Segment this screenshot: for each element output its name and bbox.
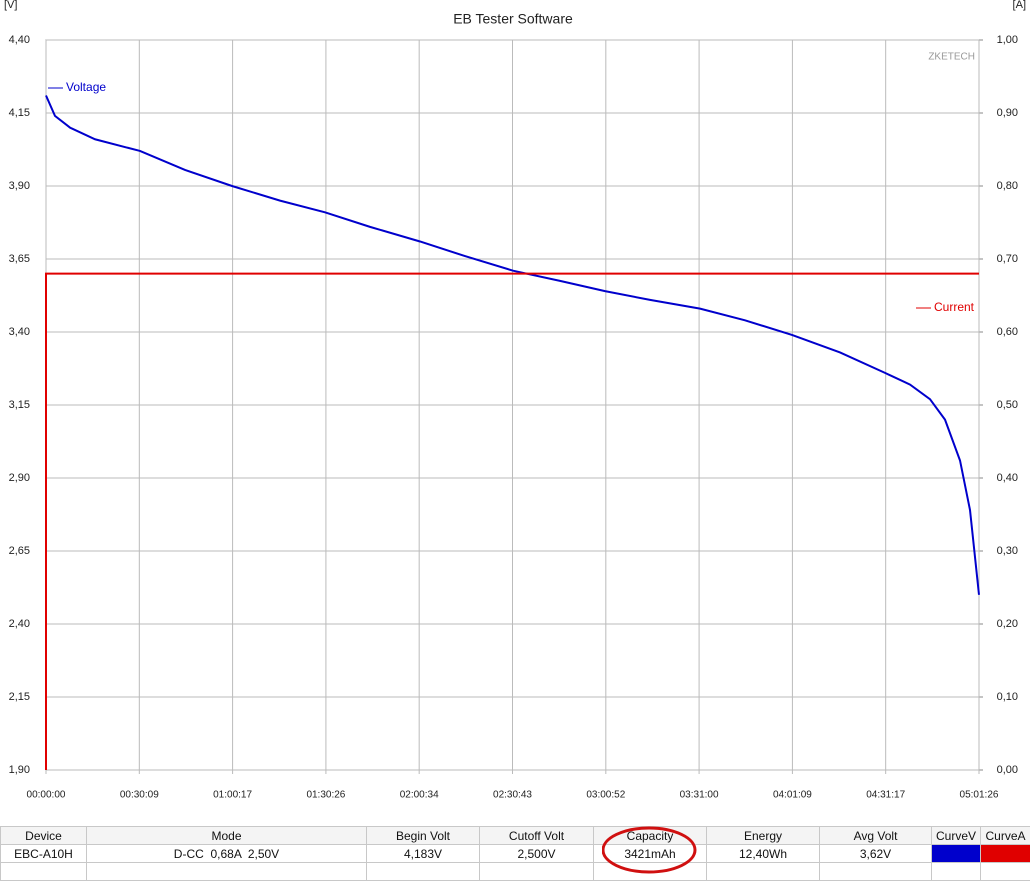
y2-axis-label: [A] bbox=[1013, 0, 1026, 11]
column-header: CurveA bbox=[980, 826, 1030, 845]
y-tick-label: 2,40 bbox=[9, 618, 30, 630]
x-tick-label: 03:31:00 bbox=[680, 790, 719, 801]
empty-row bbox=[0, 862, 1030, 881]
y-tick-label: 3,65 bbox=[9, 253, 30, 265]
y2-tick-label: 0,40 bbox=[997, 472, 1018, 484]
y-tick-label: 2,65 bbox=[9, 545, 30, 557]
cell: 3,62V bbox=[819, 844, 932, 863]
y2-tick-label: 0,90 bbox=[997, 107, 1018, 119]
curve-color bbox=[980, 844, 1030, 863]
highlight-circle bbox=[602, 826, 697, 874]
x-tick-label: 03:00:52 bbox=[586, 790, 625, 801]
series-line bbox=[45, 272, 979, 770]
y-tick-label: 1,90 bbox=[9, 764, 30, 776]
chart: EB Tester Software [V] [A] ZKETECH 1,90 2… bbox=[4, 0, 1026, 801]
cell: 4,183V bbox=[366, 844, 480, 863]
y2-tick-label: 0,50 bbox=[997, 399, 1018, 411]
y2-tick-label: 0,30 bbox=[997, 545, 1018, 557]
column-header: CurveV bbox=[931, 826, 981, 845]
y-tick-label: 4,15 bbox=[9, 107, 30, 119]
x-tick-label: 02:30:43 bbox=[493, 790, 532, 801]
curve-color bbox=[931, 844, 981, 863]
x-tick-label: 05:01:26 bbox=[960, 790, 999, 801]
y-tick-label: 2,90 bbox=[9, 472, 30, 484]
y2-tick-label: 0,00 bbox=[997, 764, 1018, 776]
column-header: Energy bbox=[706, 826, 820, 845]
data-row: EBC-A10H D-CC 0,68A 2,50V 4,183V 2,500V 3421… bbox=[0, 844, 1030, 863]
y2-tick-label: 0,20 bbox=[997, 618, 1018, 630]
y-tick-label: 2,15 bbox=[9, 691, 30, 703]
y2-tick-label: 0,10 bbox=[997, 691, 1018, 703]
y-axis-label: [V] bbox=[4, 0, 17, 11]
y-tick-label: 3,15 bbox=[9, 399, 30, 411]
x-tick-label: 04:31:17 bbox=[866, 790, 905, 801]
series-line bbox=[45, 95, 980, 595]
legend-label: Current bbox=[934, 300, 975, 314]
x-tick-label: 01:30:26 bbox=[306, 790, 345, 801]
y2-tick-label: 0,70 bbox=[997, 253, 1018, 265]
x-tick-label: 02:00:34 bbox=[400, 790, 439, 801]
header-row: Device Mode Begin Volt Cutoff Volt Capacity E… bbox=[0, 826, 1030, 845]
column-header: Device bbox=[0, 826, 87, 845]
info-table: Device Mode Begin Volt Cutoff Volt Capacity E… bbox=[0, 826, 1030, 881]
y-tick-label: 4,40 bbox=[9, 34, 30, 46]
cell: 3421mAh bbox=[593, 844, 707, 863]
cell: D-CC 0,68A 2,50V bbox=[86, 844, 367, 863]
watermark: ZKETECH bbox=[928, 52, 975, 63]
column-header: Avg Volt bbox=[819, 826, 932, 845]
y-tick-label: 3,90 bbox=[9, 180, 30, 192]
chart-title: EB Tester Software bbox=[453, 11, 573, 27]
legend-label: Voltage bbox=[66, 80, 106, 94]
column-header: Begin Volt bbox=[366, 826, 480, 845]
column-header: Mode bbox=[86, 826, 367, 845]
cell: 2,500V bbox=[479, 844, 594, 863]
x-tick-label: 04:01:09 bbox=[773, 790, 812, 801]
column-header: Cutoff Volt bbox=[479, 826, 594, 845]
y2-tick-label: 0,80 bbox=[997, 180, 1018, 192]
cell: 12,40Wh bbox=[706, 844, 820, 863]
y-tick-label: 3,40 bbox=[9, 326, 30, 338]
x-tick-label: 00:30:09 bbox=[120, 790, 159, 801]
x-tick-label: 00:00:00 bbox=[27, 790, 66, 801]
cell: EBC-A10H bbox=[0, 844, 87, 863]
y2-tick-label: 1,00 bbox=[997, 34, 1018, 46]
x-tick-label: 01:00:17 bbox=[213, 790, 252, 801]
y2-tick-label: 0,60 bbox=[997, 326, 1018, 338]
